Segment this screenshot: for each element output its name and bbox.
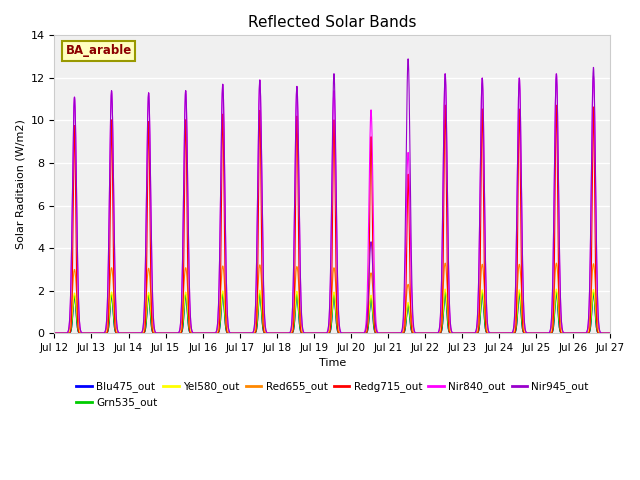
Blu475_out <box>114 330 122 336</box>
Red655_out <box>288 326 296 332</box>
Nir840_out <box>536 330 543 336</box>
Line: Blu475_out: Blu475_out <box>54 293 611 333</box>
X-axis label: Time: Time <box>319 359 346 369</box>
Y-axis label: Solar Raditaion (W/m2): Solar Raditaion (W/m2) <box>15 120 25 249</box>
Grn535_out <box>288 330 296 336</box>
Redg715_out <box>596 330 604 336</box>
Grn535_out <box>264 330 271 336</box>
Red655_out <box>536 330 543 336</box>
Grn535_out <box>147 317 155 323</box>
Red655_out <box>607 330 614 336</box>
Yel580_out <box>147 310 155 316</box>
Redg715_out <box>114 330 122 336</box>
Nir840_out <box>51 330 58 336</box>
Grn535_out <box>536 330 543 336</box>
Line: Red655_out: Red655_out <box>54 263 611 333</box>
Redg715_out <box>147 280 155 286</box>
Blu475_out <box>264 330 271 336</box>
Redg715_out <box>51 330 58 336</box>
Yel580_out <box>442 286 449 292</box>
Grn535_out <box>596 330 604 336</box>
Nir945_out <box>288 321 296 326</box>
Nir945_out <box>114 328 122 334</box>
Grn535_out <box>442 289 449 295</box>
Yel580_out <box>51 330 58 336</box>
Grn535_out <box>607 330 614 336</box>
Yel580_out <box>114 330 122 336</box>
Line: Nir840_out: Nir840_out <box>54 74 611 333</box>
Nir840_out <box>264 330 271 336</box>
Title: Reflected Solar Bands: Reflected Solar Bands <box>248 15 417 30</box>
Red655_out <box>147 290 155 296</box>
Blu475_out <box>288 330 296 336</box>
Nir840_out <box>288 321 296 326</box>
Line: Grn535_out: Grn535_out <box>54 292 611 333</box>
Nir840_out <box>596 328 604 334</box>
Yel580_out <box>264 330 271 336</box>
Redg715_out <box>442 102 449 108</box>
Blu475_out <box>607 330 614 336</box>
Nir840_out <box>607 330 614 336</box>
Blu475_out <box>51 330 58 336</box>
Yel580_out <box>607 330 614 336</box>
Grn535_out <box>51 330 58 336</box>
Blu475_out <box>536 330 543 336</box>
Redg715_out <box>264 330 271 336</box>
Line: Redg715_out: Redg715_out <box>54 105 611 333</box>
Blu475_out <box>442 290 449 296</box>
Red655_out <box>114 329 122 335</box>
Nir945_out <box>404 56 412 62</box>
Nir840_out <box>114 328 122 334</box>
Red655_out <box>51 330 58 336</box>
Nir840_out <box>147 196 155 202</box>
Nir945_out <box>264 330 271 336</box>
Grn535_out <box>114 330 122 336</box>
Yel580_out <box>596 330 604 336</box>
Text: BA_arable: BA_arable <box>65 44 132 57</box>
Nir945_out <box>147 196 155 202</box>
Legend: Blu475_out, Grn535_out, Yel580_out, Red655_out, Redg715_out, Nir840_out, Nir945_: Blu475_out, Grn535_out, Yel580_out, Red6… <box>72 377 593 412</box>
Line: Nir945_out: Nir945_out <box>54 59 611 333</box>
Red655_out <box>264 330 271 336</box>
Yel580_out <box>288 329 296 335</box>
Red655_out <box>596 329 604 335</box>
Nir945_out <box>607 330 614 336</box>
Blu475_out <box>596 330 604 336</box>
Yel580_out <box>536 330 543 336</box>
Nir945_out <box>596 328 604 334</box>
Line: Yel580_out: Yel580_out <box>54 289 611 333</box>
Nir945_out <box>51 330 58 336</box>
Red655_out <box>442 260 449 266</box>
Redg715_out <box>536 330 543 336</box>
Redg715_out <box>288 330 296 336</box>
Nir840_out <box>442 71 449 77</box>
Blu475_out <box>147 318 155 324</box>
Redg715_out <box>607 330 614 336</box>
Nir945_out <box>536 330 543 336</box>
